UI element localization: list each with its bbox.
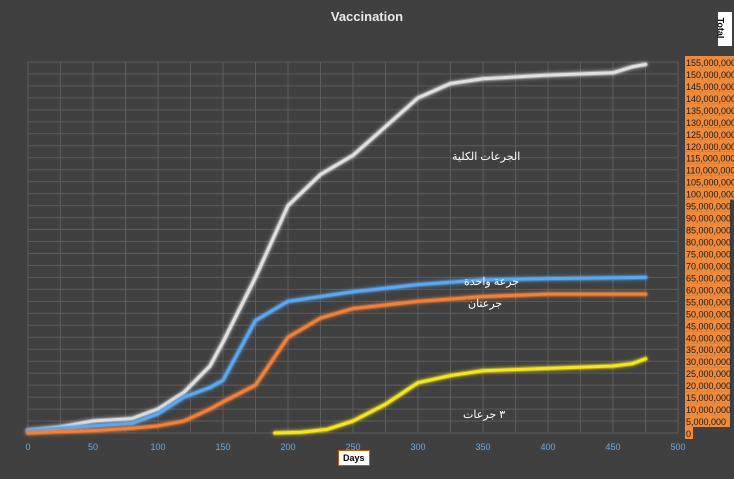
y-tick-label-bg — [685, 103, 734, 116]
y-tick-label: 150,000,000 — [686, 70, 734, 80]
y-tick-label: 95,000,000 — [686, 202, 731, 212]
y-tick-label: 155,000,000 — [686, 58, 734, 68]
y-tick-label: 35,000,000 — [686, 345, 731, 355]
y-tick-label-bg — [685, 127, 734, 140]
y-tick-label: 40,000,000 — [686, 333, 731, 343]
y-tick-label: 80,000,000 — [686, 238, 731, 248]
y-tick-label-bg — [685, 211, 730, 224]
x-tick-label: 350 — [475, 442, 490, 452]
series-label-two-doses: جرعتان — [468, 298, 503, 310]
y-tick-label-bg — [685, 139, 734, 152]
y-tick-label: 20,000,000 — [686, 381, 731, 391]
series-glow-1 — [25, 274, 648, 434]
y-axis-title-text: Total — [715, 17, 726, 39]
y-tick-label-bg — [685, 283, 730, 296]
series-line-2 — [26, 292, 647, 435]
y-tick-label: 85,000,000 — [686, 226, 731, 236]
y-tick-label: 125,000,000 — [686, 130, 734, 140]
y-tick-label: 70,000,000 — [686, 261, 731, 271]
y-tick-label-bg — [685, 259, 730, 272]
x-tick-label: 50 — [88, 442, 98, 452]
y-tick-label-bg — [685, 175, 734, 188]
y-tick-label-bg — [685, 319, 730, 332]
y-tick-label: 135,000,000 — [686, 106, 734, 116]
y-tick-label-bg — [685, 115, 734, 128]
y-tick-label: 10,000,000 — [686, 405, 731, 415]
y-tick-label-bg — [685, 343, 730, 356]
series-glow-3 — [272, 356, 648, 436]
y-tick-label: 30,000,000 — [686, 357, 731, 367]
y-tick-label: 60,000,000 — [686, 285, 731, 295]
x-tick-label: 300 — [410, 442, 425, 452]
y-tick-label: 55,000,000 — [686, 297, 731, 307]
chart-title: Vaccination — [330, 9, 404, 24]
y-tick-label-bg — [685, 151, 734, 164]
x-tick-label: 500 — [670, 442, 685, 452]
y-tick-label-bg — [685, 91, 734, 104]
y-tick-label-bg — [685, 163, 734, 176]
y-tick-label-bg — [685, 187, 734, 200]
y-tick-label-bg — [685, 247, 730, 260]
y-tick-label: 105,000,000 — [686, 178, 734, 188]
series-label-one-dose: جرعة واحدة — [464, 276, 520, 288]
x-tick-label: 100 — [150, 442, 165, 452]
series-glow-2 — [25, 291, 648, 436]
y-tick-label: 65,000,000 — [686, 273, 731, 283]
y-tick-label: 45,000,000 — [686, 321, 731, 331]
series-label-total: الجرعات الكلية — [452, 151, 521, 163]
y-tick-label-bg — [685, 199, 730, 212]
y-tick-label: 25,000,000 — [686, 369, 731, 379]
y-tick-label-bg — [685, 56, 734, 68]
x-tick-label: 0 — [25, 442, 30, 452]
y-tick-label-bg — [685, 391, 730, 404]
x-tick-label: 400 — [540, 442, 555, 452]
y-tick-label: 140,000,000 — [686, 94, 734, 104]
y-tick-label: 5,000,000 — [686, 417, 726, 427]
y-tick-label-bg — [685, 295, 730, 308]
x-tick-label: 450 — [605, 442, 620, 452]
series-line-0 — [26, 62, 647, 433]
y-tick-label-bg — [685, 79, 734, 92]
y-tick-label-bg — [685, 355, 730, 368]
y-tick-label: 115,000,000 — [686, 154, 734, 164]
y-tick-label: 100,000,000 — [686, 190, 734, 200]
y-tick-label: 50,000,000 — [686, 309, 731, 319]
series-line-3 — [273, 357, 647, 435]
y-axis-title: Total — [715, 12, 732, 46]
y-tick-label-bg — [685, 415, 730, 428]
series-glow-0 — [25, 61, 648, 434]
y-tick-label: 75,000,000 — [686, 249, 731, 259]
y-tick-label: 15,000,000 — [686, 393, 731, 403]
series-line-1 — [26, 275, 647, 433]
y-tick-label-bg — [685, 223, 730, 236]
y-tick-label-bg — [685, 235, 730, 248]
x-tick-label: 200 — [280, 442, 295, 452]
y-tick-label-bg — [685, 331, 730, 344]
y-tick-label-bg — [685, 427, 693, 439]
y-tick-label-bg — [685, 67, 734, 80]
y-tick-label-bg — [685, 379, 730, 392]
y-tick-label: 120,000,000 — [686, 142, 734, 152]
y-tick-label: 0 — [686, 429, 691, 439]
series-label-three-doses: ٣ جرعات — [463, 409, 506, 421]
y-tick-label: 130,000,000 — [686, 118, 734, 128]
y-tick-label-bg — [685, 307, 730, 320]
y-tick-label-bg — [685, 271, 730, 284]
y-tick-label: 110,000,000 — [686, 166, 734, 176]
y-tick-label-bg — [685, 403, 730, 416]
x-tick-label: 250 — [345, 442, 360, 452]
y-tick-label: 90,000,000 — [686, 214, 731, 224]
x-tick-label: 150 — [215, 442, 230, 452]
y-tick-label: 145,000,000 — [686, 82, 734, 92]
y-tick-label-bg — [685, 367, 730, 380]
x-axis-title: Days — [338, 450, 370, 466]
